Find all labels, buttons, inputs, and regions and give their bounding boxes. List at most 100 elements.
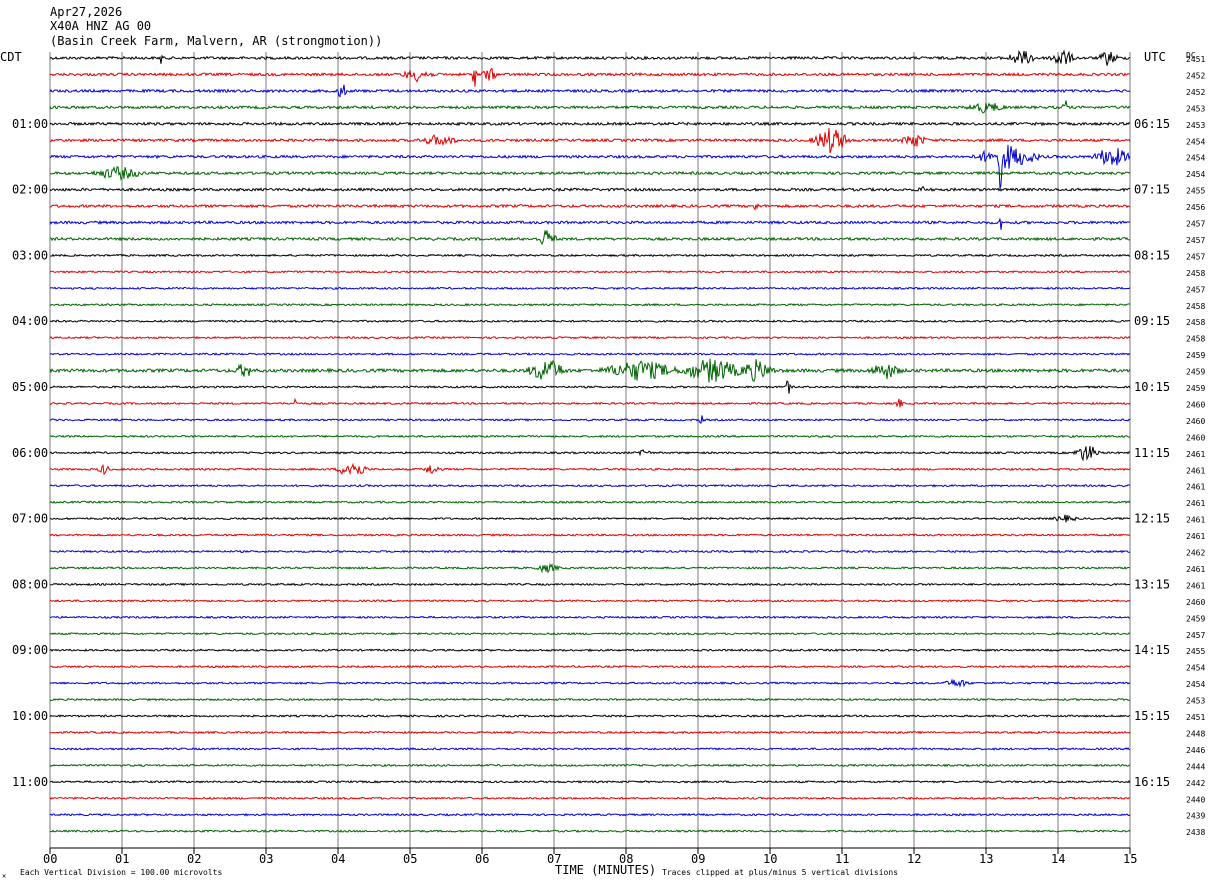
x-tick-label: 05 xyxy=(403,852,417,866)
left-time-label: 08:00 xyxy=(12,577,48,591)
trace-line xyxy=(49,599,1131,603)
trace-line xyxy=(49,100,1131,114)
dc-value: 2454 xyxy=(1186,154,1205,163)
x-tick-label: 02 xyxy=(187,852,201,866)
dc-value: 2457 xyxy=(1186,236,1205,245)
trace-line xyxy=(49,483,1131,488)
dc-value: 2461 xyxy=(1186,565,1205,574)
left-time-label: 11:00 xyxy=(12,775,48,789)
trace-line xyxy=(49,615,1131,620)
trace-line xyxy=(49,812,1131,817)
x-axis-title: TIME (MINUTES) xyxy=(555,863,656,877)
trace-line xyxy=(49,335,1131,340)
x-tick-label: 08 xyxy=(619,852,633,866)
right-time-label: 13:15 xyxy=(1134,577,1170,591)
trace-line xyxy=(49,67,1131,87)
left-time-label: 01:00 xyxy=(12,117,48,131)
dc-value: 2461 xyxy=(1186,532,1205,541)
trace-line xyxy=(49,648,1131,653)
trace-line xyxy=(49,796,1131,800)
dc-value: 2458 xyxy=(1186,269,1205,278)
trace-line xyxy=(49,714,1131,718)
trace-line xyxy=(49,664,1131,669)
dc-value: 2439 xyxy=(1186,812,1205,821)
right-time-label: 12:15 xyxy=(1134,512,1170,526)
trace-line xyxy=(49,434,1131,439)
trace-line xyxy=(49,270,1131,274)
dc-value: 2459 xyxy=(1186,351,1205,360)
x-tick-label: 15 xyxy=(1123,852,1137,866)
trace-line xyxy=(49,358,1131,383)
dc-value: 2457 xyxy=(1186,631,1205,640)
right-time-label: 14:15 xyxy=(1134,643,1170,657)
left-time-label: 09:00 xyxy=(12,643,48,657)
trace-line xyxy=(49,415,1131,424)
clip-note: Traces clipped at plus/minus 5 vertical … xyxy=(662,868,898,877)
dc-value: 2455 xyxy=(1186,647,1205,656)
trace-line xyxy=(49,144,1131,190)
trace-line xyxy=(49,779,1131,784)
dc-value: 2457 xyxy=(1186,220,1205,229)
left-time-label: 06:00 xyxy=(12,446,48,460)
right-time-label: 09:15 xyxy=(1134,314,1170,328)
dc-value: 2451 xyxy=(1186,55,1205,64)
scale-note: Each Vertical Division = 100.00 microvol… xyxy=(20,868,222,877)
right-time-label: 06:15 xyxy=(1134,117,1170,131)
dc-value: 2454 xyxy=(1186,137,1205,146)
dc-value: 2456 xyxy=(1186,203,1205,212)
dc-value: 2459 xyxy=(1186,384,1205,393)
dc-value: 2453 xyxy=(1186,121,1205,130)
dc-value: 2459 xyxy=(1186,368,1205,377)
trace-line xyxy=(49,549,1130,554)
dc-value: 2461 xyxy=(1186,499,1205,508)
dc-value: 2451 xyxy=(1186,713,1205,722)
dc-value: 2461 xyxy=(1186,516,1205,525)
trace-line xyxy=(49,127,1131,154)
left-zone-label: CDT xyxy=(0,50,22,64)
trace-line xyxy=(49,763,1131,768)
trace-line xyxy=(49,397,1131,408)
dc-label: DC xyxy=(1186,51,1196,60)
trace-line xyxy=(50,514,1131,523)
trace-line xyxy=(49,631,1131,636)
dc-value: 2453 xyxy=(1186,104,1205,113)
trace-line xyxy=(49,533,1131,537)
trace-line xyxy=(49,302,1131,307)
dc-value: 2460 xyxy=(1186,400,1205,409)
left-time-label: 05:00 xyxy=(12,380,48,394)
trace-line xyxy=(50,253,1131,258)
dc-value: 2454 xyxy=(1186,664,1205,673)
trace-line xyxy=(49,462,1131,476)
trace-line xyxy=(49,380,1131,394)
dc-value: 2438 xyxy=(1186,828,1205,837)
trace-line xyxy=(49,562,1131,574)
trace-line xyxy=(49,678,1131,689)
trace-line xyxy=(49,165,1131,182)
dc-value: 2460 xyxy=(1186,417,1205,426)
dc-value: 2444 xyxy=(1186,762,1205,771)
dc-value: 2461 xyxy=(1186,483,1205,492)
right-time-label: 15:15 xyxy=(1134,709,1170,723)
dc-value: 2461 xyxy=(1186,450,1205,459)
trace-line xyxy=(49,84,1131,98)
trace-line xyxy=(49,230,1131,246)
dc-value: 2448 xyxy=(1186,729,1205,738)
x-tick-label: 07 xyxy=(547,852,561,866)
right-time-label: 10:15 xyxy=(1134,380,1170,394)
x-tick-label: 04 xyxy=(331,852,345,866)
header-station: X40A HNZ AG 00 xyxy=(50,19,151,33)
right-time-label: 07:15 xyxy=(1134,183,1170,197)
dc-value: 2452 xyxy=(1186,88,1205,97)
left-time-label: 07:00 xyxy=(12,512,48,526)
trace-line xyxy=(49,286,1131,291)
x-tick-label: 01 xyxy=(115,852,129,866)
right-time-label: 08:15 xyxy=(1134,248,1170,262)
dc-value: 2458 xyxy=(1186,335,1205,344)
dc-value: 2459 xyxy=(1186,614,1205,623)
x-tick-label: 11 xyxy=(835,852,849,866)
left-time-label: 03:00 xyxy=(12,248,48,262)
dc-value: 2462 xyxy=(1186,549,1205,558)
x-tick-label: 14 xyxy=(1051,852,1065,866)
dc-value: 2457 xyxy=(1186,252,1205,261)
